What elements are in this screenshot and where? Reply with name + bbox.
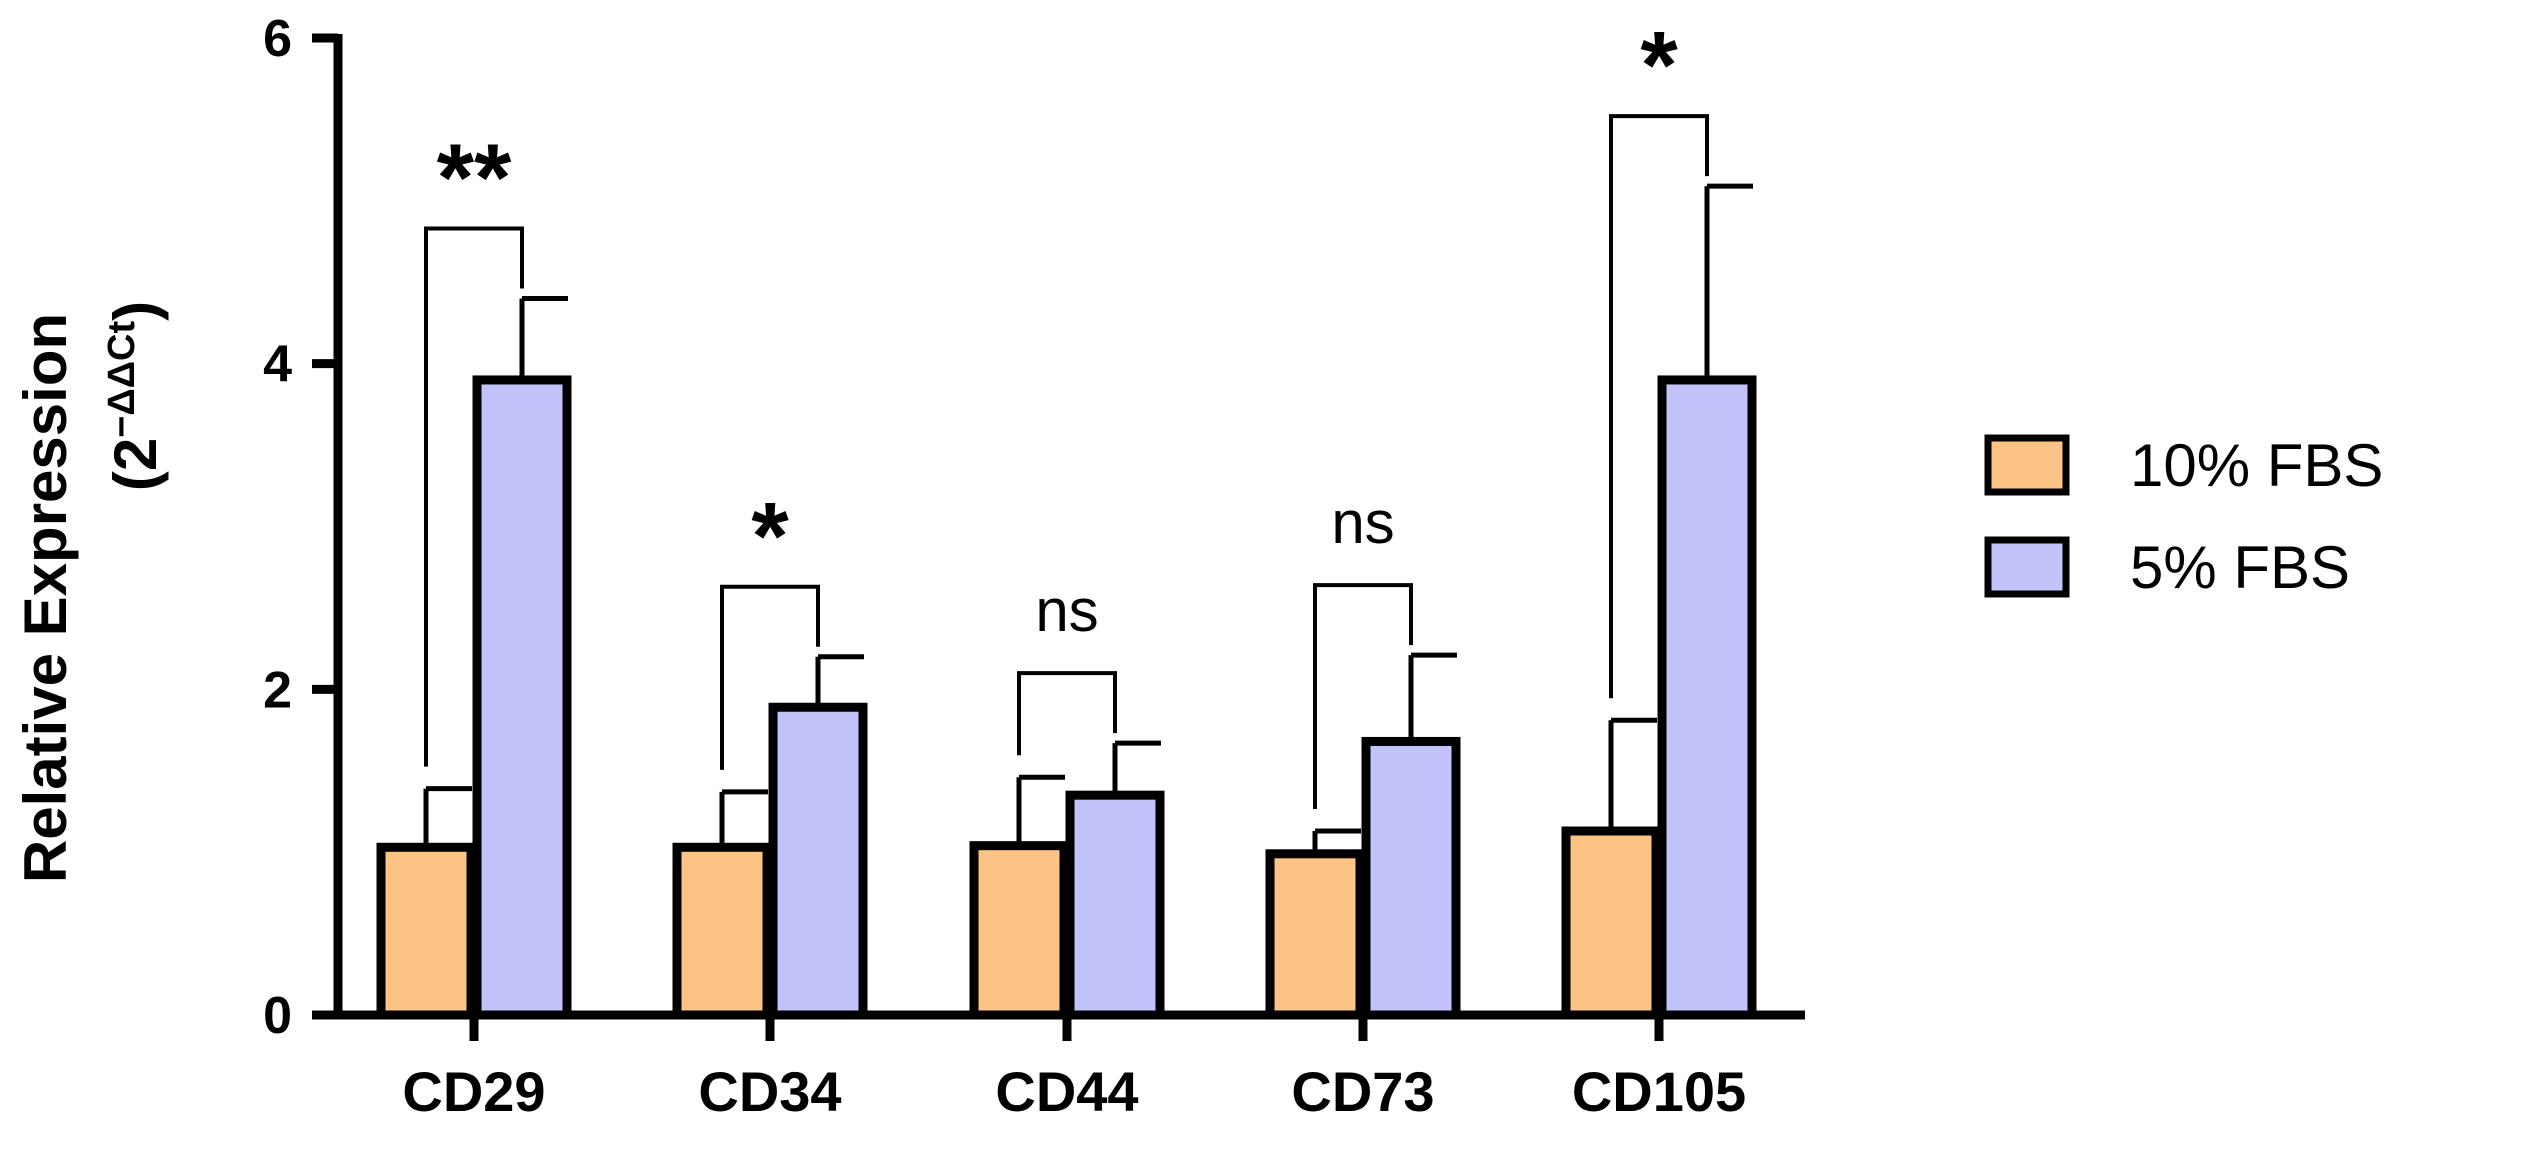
y-axis-unit-open: (2 xyxy=(102,438,169,491)
legend-label-fbs10: 10% FBS xyxy=(2130,432,2383,499)
y-tick-label: 0 xyxy=(263,987,292,1045)
x-category-label-cd73: CD73 xyxy=(1291,1060,1434,1123)
x-category-label-cd44: CD44 xyxy=(995,1060,1138,1123)
x-category-label-cd105: CD105 xyxy=(1572,1060,1746,1123)
y-axis-unit-superscript: −ΔΔCt xyxy=(101,321,143,438)
significance-label-cd44: ns xyxy=(1035,577,1098,644)
legend: 10% FBS 5% FBS xyxy=(1984,432,2383,601)
legend-swatch-fbs5 xyxy=(1984,536,2070,598)
y-axis-ticks: 0 2 4 6 xyxy=(263,10,338,1045)
bar-fbs5-cd73 xyxy=(1361,736,1461,1020)
bar-fbs5-cd29 xyxy=(472,375,572,1020)
y-axis-unit-group: (2−ΔΔCt) xyxy=(101,301,169,491)
legend-label-fbs5: 5% FBS xyxy=(2130,534,2350,601)
significance-label-cd29: ** xyxy=(437,125,512,232)
bar-fbs10-cd105 xyxy=(1561,826,1661,1020)
bar-fbs5-cd34 xyxy=(768,702,868,1020)
significance-label-cd34: * xyxy=(751,483,789,590)
significance-bracket xyxy=(1313,583,1413,809)
legend-swatch-fbs10 xyxy=(1984,434,2070,496)
significance-label-cd105: * xyxy=(1640,12,1678,119)
bar-fbs10-cd44 xyxy=(969,841,1069,1020)
significance-bracket xyxy=(1609,114,1709,699)
x-axis-category-labels: CD29 CD34 CD44 CD73 CD105 xyxy=(402,1015,1746,1123)
significance-label-cd73: ns xyxy=(1331,489,1394,556)
bar-fbs10-cd73 xyxy=(1265,849,1365,1020)
y-axis-unit: (2−ΔΔCt) xyxy=(101,301,169,491)
bar-fbs5-cd44 xyxy=(1065,790,1165,1020)
x-category-label-cd29: CD29 xyxy=(402,1060,545,1123)
y-axis-title-group: Relative Expression xyxy=(12,313,79,883)
y-axis-unit-close: ) xyxy=(102,301,169,321)
significance-bracket xyxy=(424,226,524,767)
significance-bracket xyxy=(1017,671,1117,756)
significance-bracket xyxy=(720,584,820,770)
y-tick-label: 4 xyxy=(263,336,292,394)
y-tick-label: 2 xyxy=(263,661,292,719)
bars xyxy=(376,375,1757,1020)
y-tick-label: 6 xyxy=(263,10,292,68)
x-category-label-cd34: CD34 xyxy=(698,1060,841,1123)
bar-fbs10-cd29 xyxy=(376,842,476,1020)
y-axis-title: Relative Expression xyxy=(12,313,79,883)
error-bars xyxy=(423,183,1753,854)
bar-fbs10-cd34 xyxy=(672,842,772,1020)
bar-fbs5-cd105 xyxy=(1657,375,1757,1020)
